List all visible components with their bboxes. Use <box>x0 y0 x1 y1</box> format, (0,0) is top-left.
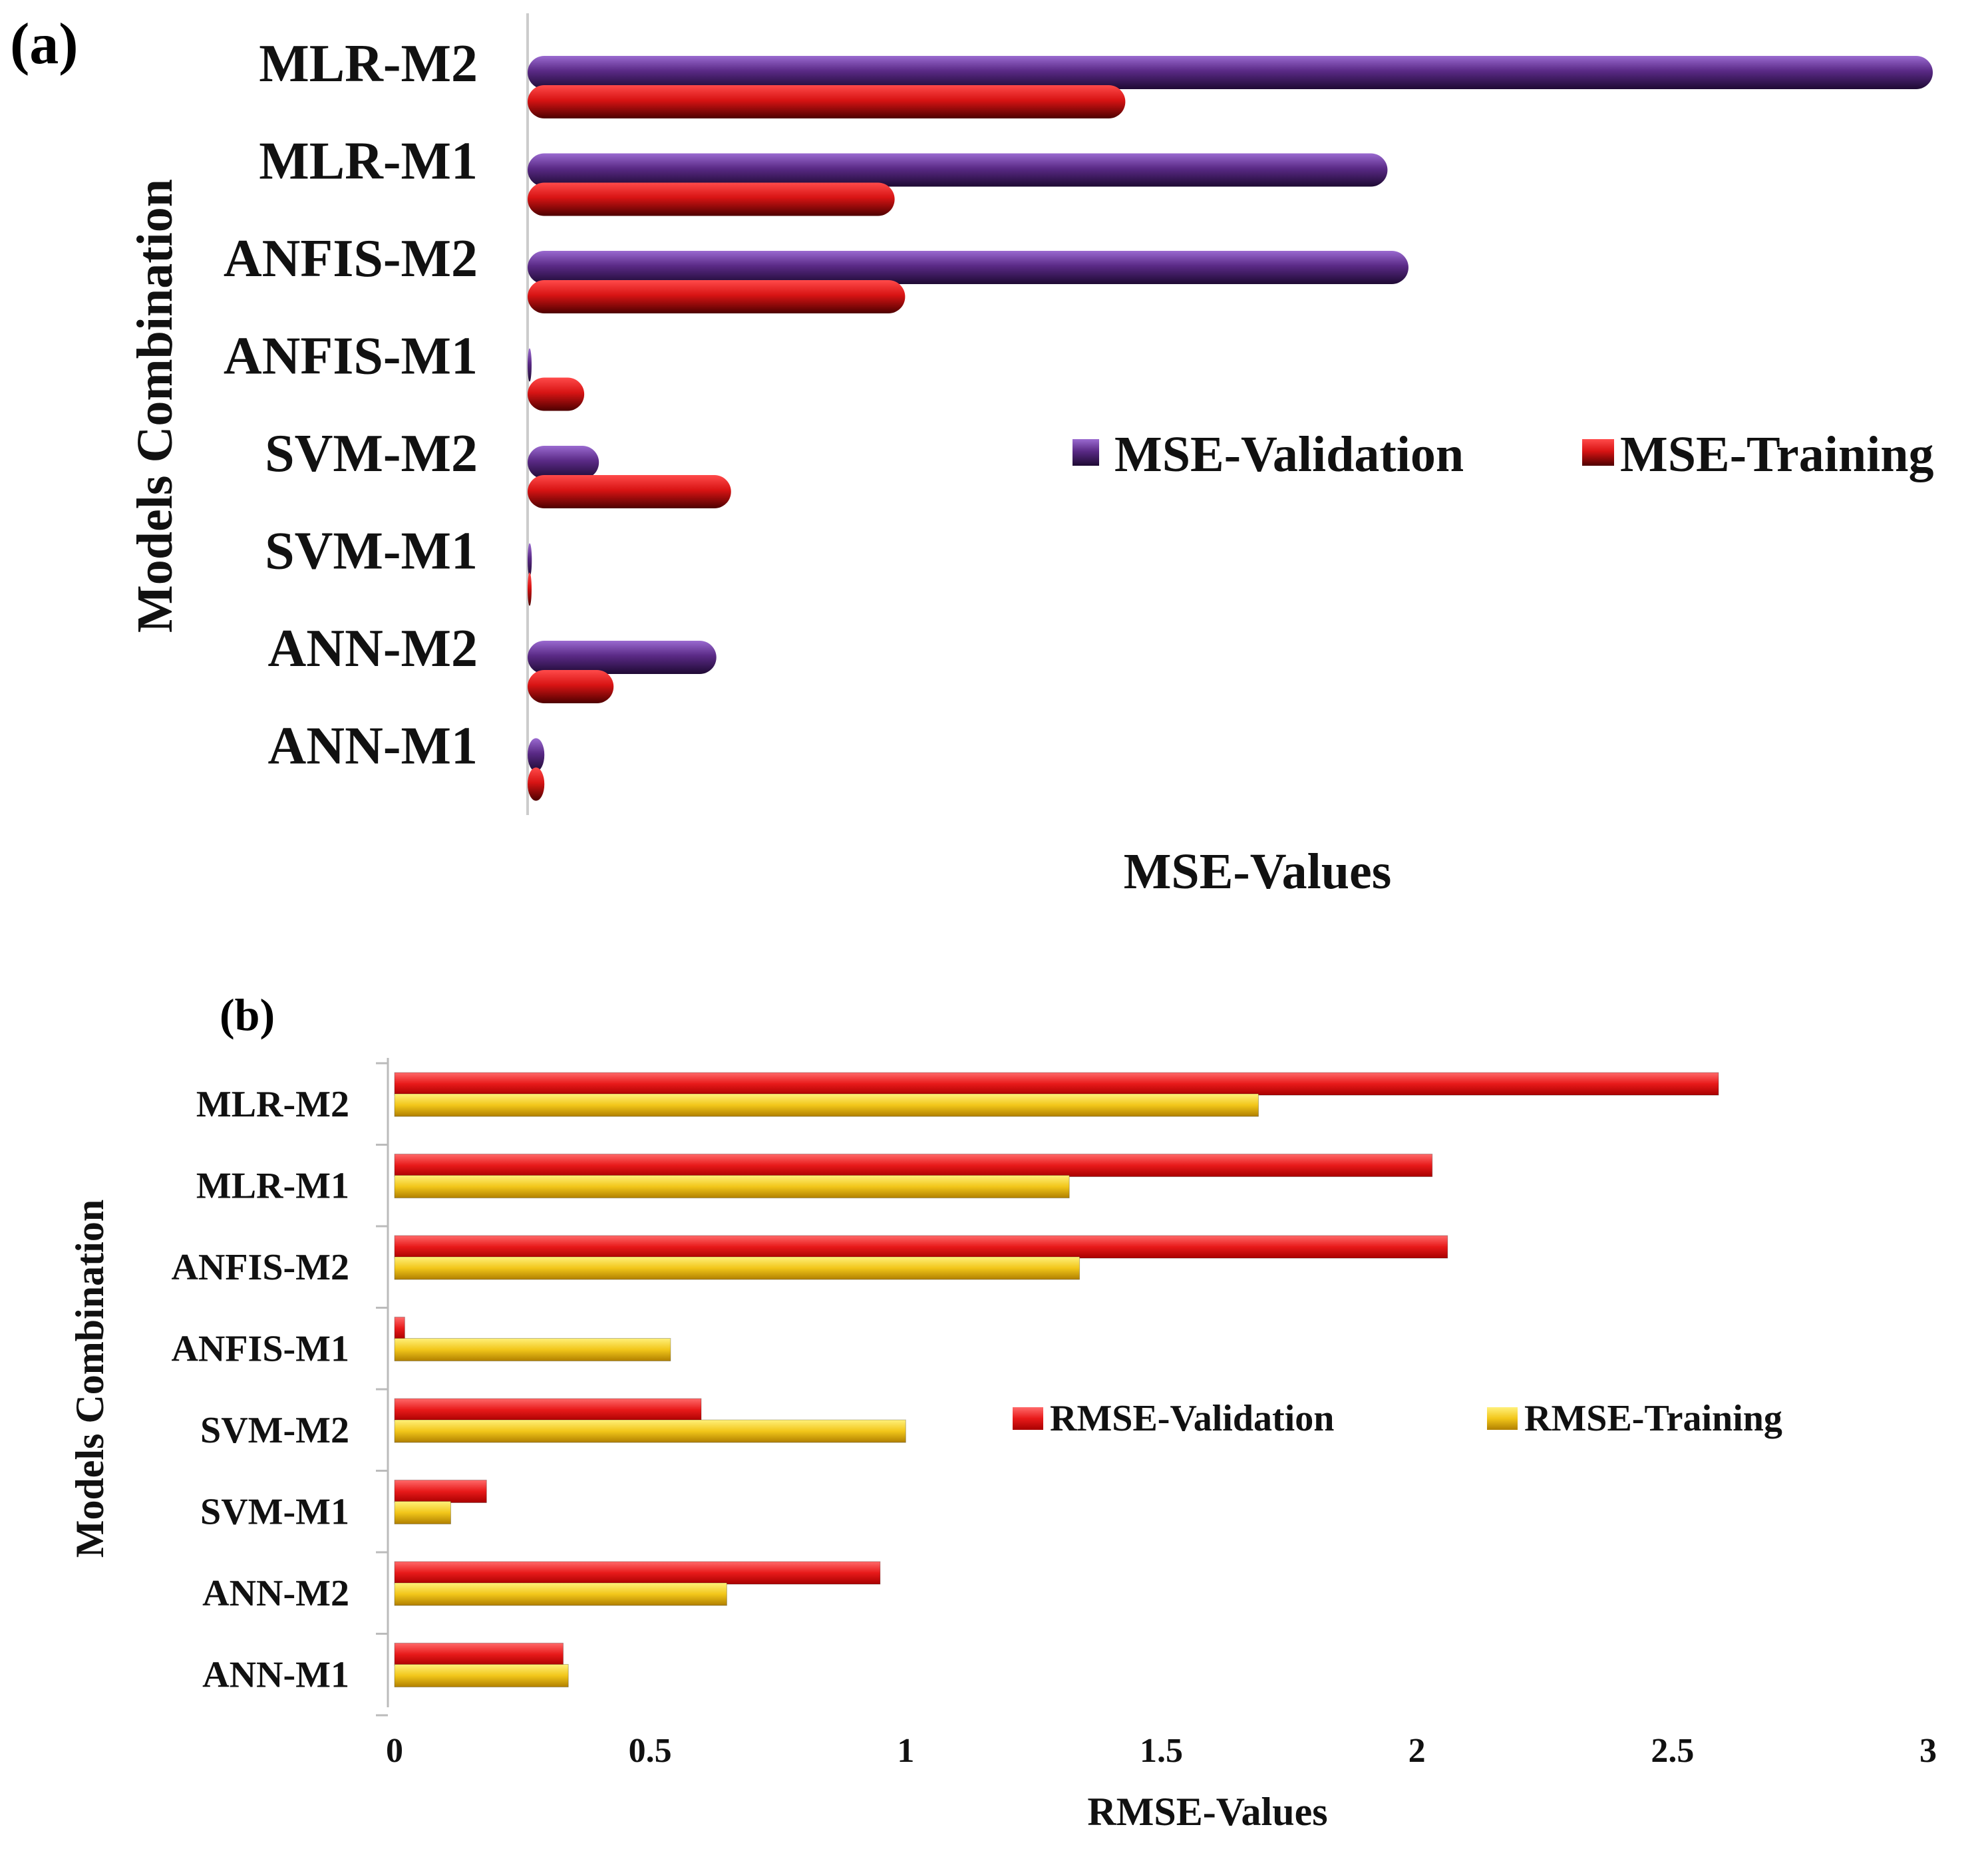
panel-b-category-labels: MLR-M2 MLR-M1 ANFIS-M2 ANFIS-M1 SVM-M2 SVM-M1… <box>171 1084 349 1696</box>
panel-b-x-axis-title: RMSE-Values <box>1087 1790 1327 1834</box>
panel-b-category-mlr-m1: MLR-M1 <box>196 1166 349 1207</box>
panel-b-category-mlr-m2: MLR-M2 <box>196 1084 349 1125</box>
panel-a-bar-mse-validation-svm-m1 <box>528 543 532 577</box>
panel-b-bar-rmse-validation-mlr-m2 <box>394 1072 1719 1096</box>
panel-a-bar-mse-training-svm-m2 <box>528 475 731 508</box>
panel-b-x-tick-0: 0 <box>386 1732 403 1770</box>
panel-b-tag: (b) <box>220 989 275 1040</box>
panel-a-category-mlr-m2: MLR-M2 <box>259 35 478 93</box>
panel-b-bar-rmse-validation-anfis-m2 <box>394 1235 1448 1259</box>
panel-b-x-tick-2-5: 2.5 <box>1651 1732 1694 1770</box>
panel-b-category-anfis-m1: ANFIS-M1 <box>171 1329 349 1370</box>
panel-b-bar-rmse-training-anfis-m2 <box>394 1256 1080 1280</box>
panel-a-bar-mse-validation-anfis-m2 <box>528 251 1408 284</box>
panel-a-bar-mse-validation-mlr-m1 <box>528 153 1388 187</box>
panel-a-legend-training: MSE-Training <box>1620 426 1934 482</box>
panel-b-bar-rmse-training-mlr-m2 <box>394 1093 1259 1117</box>
panel-b-bar-rmse-training-ann-m1 <box>394 1664 569 1687</box>
panel-a-bar-mse-training-ann-m2 <box>528 670 614 703</box>
panel-b-bar-rmse-validation-anfis-m1 <box>394 1317 405 1340</box>
panel-b-bar-rmse-training-anfis-m1 <box>394 1338 671 1361</box>
panel-a-bar-mse-training-anfis-m1 <box>528 377 585 411</box>
panel-b-x-tick-1: 1 <box>897 1732 914 1770</box>
panel-a-category-anfis-m2: ANFIS-M2 <box>224 230 478 288</box>
panel-a-legend-validation: MSE-Validation <box>1114 426 1464 482</box>
panel-b-bar-rmse-training-mlr-m1 <box>394 1175 1070 1198</box>
panel-a-category-ann-m2: ANN-M2 <box>268 619 478 678</box>
panel-b-bars <box>394 1072 1719 1687</box>
panel-a-bar-mse-training-mlr-m2 <box>528 85 1126 118</box>
panel-b-category-svm-m2: SVM-M2 <box>200 1410 349 1451</box>
panel-a-category-ann-m1: ANN-M1 <box>268 717 478 776</box>
panel-b-bar-rmse-validation-svm-m1 <box>394 1480 487 1503</box>
panel-a-bar-mse-validation-anfis-m1 <box>528 348 532 382</box>
panel-a-tag: (a) <box>10 12 79 77</box>
panel-a-bar-mse-training-anfis-m2 <box>528 280 906 313</box>
panel-b-bar-rmse-validation-ann-m2 <box>394 1561 881 1585</box>
panel-b-legend-validation: RMSE-Validation <box>1050 1398 1334 1439</box>
panel-b-x-tick-1-5: 1.5 <box>1140 1732 1183 1770</box>
panel-b-x-tick-2: 2 <box>1408 1732 1426 1770</box>
panel-b-category-ann-m2: ANN-M2 <box>202 1573 349 1614</box>
panel-b-category-ticks <box>376 1062 388 1717</box>
panel-b-x-tick-0-5: 0.5 <box>629 1732 672 1770</box>
panel-b: (b) Models Combination RMSE-Values MLR-M… <box>68 989 1937 1834</box>
panel-b-x-tick-3: 3 <box>1919 1732 1937 1770</box>
panel-a-category-svm-m2: SVM-M2 <box>265 424 478 483</box>
panel-b-bar-rmse-training-svm-m1 <box>394 1501 452 1524</box>
panel-a-bars <box>528 56 1933 801</box>
panel-b-bar-rmse-validation-svm-m2 <box>394 1398 702 1422</box>
panel-b-bar-rmse-validation-ann-m1 <box>394 1643 564 1666</box>
panel-a-y-axis-title: Models Combination <box>127 179 183 633</box>
panel-b-legend-swatch-validation <box>1013 1407 1043 1430</box>
panel-a-category-svm-m1: SVM-M1 <box>265 522 478 581</box>
panel-a-x-axis-title: MSE-Values <box>1124 844 1392 900</box>
panel-b-category-svm-m1: SVM-M1 <box>200 1492 349 1533</box>
panel-b-y-axis-title: Models Combination <box>68 1200 112 1558</box>
panel-a-bar-mse-training-ann-m1 <box>528 767 545 801</box>
panel-a-bar-mse-validation-ann-m1 <box>528 738 545 772</box>
panel-a-legend-swatch-training <box>1582 439 1614 466</box>
panel-a-category-labels: MLR-M2 MLR-M1 ANFIS-M2 ANFIS-M1 SVM-M2 SVM-M1… <box>224 35 478 776</box>
panel-b-bar-rmse-training-svm-m2 <box>394 1419 906 1443</box>
panel-a-bar-mse-validation-ann-m2 <box>528 641 717 674</box>
panel-b-bar-rmse-validation-mlr-m1 <box>394 1154 1433 1177</box>
panel-b-legend: RMSE-Validation RMSE-Training <box>1013 1398 1782 1439</box>
panel-b-x-tick-labels: 0 0.5 1 1.5 2 2.5 3 <box>386 1732 1937 1770</box>
panel-b-legend-training: RMSE-Training <box>1524 1398 1782 1439</box>
panel-a-legend-swatch-validation <box>1073 439 1099 466</box>
panel-b-legend-swatch-training <box>1487 1407 1518 1430</box>
panel-b-bar-rmse-training-ann-m2 <box>394 1582 727 1606</box>
panel-a-bar-mse-training-mlr-m1 <box>528 182 895 216</box>
panel-a-bar-mse-validation-mlr-m2 <box>528 56 1933 89</box>
panel-b-category-ann-m1: ANN-M1 <box>202 1655 349 1696</box>
panel-a-bar-mse-validation-svm-m2 <box>528 446 599 479</box>
panel-a-legend: MSE-Validation MSE-Training <box>1073 426 1934 482</box>
panel-a-bar-mse-training-svm-m1 <box>528 572 532 606</box>
panel-a: (a) Models Combination MSE-Values MLR-M2… <box>10 12 1934 900</box>
panel-a-category-anfis-m1: ANFIS-M1 <box>224 327 478 386</box>
panel-a-category-mlr-m1: MLR-M1 <box>259 132 478 191</box>
panel-b-category-anfis-m2: ANFIS-M2 <box>171 1247 349 1288</box>
